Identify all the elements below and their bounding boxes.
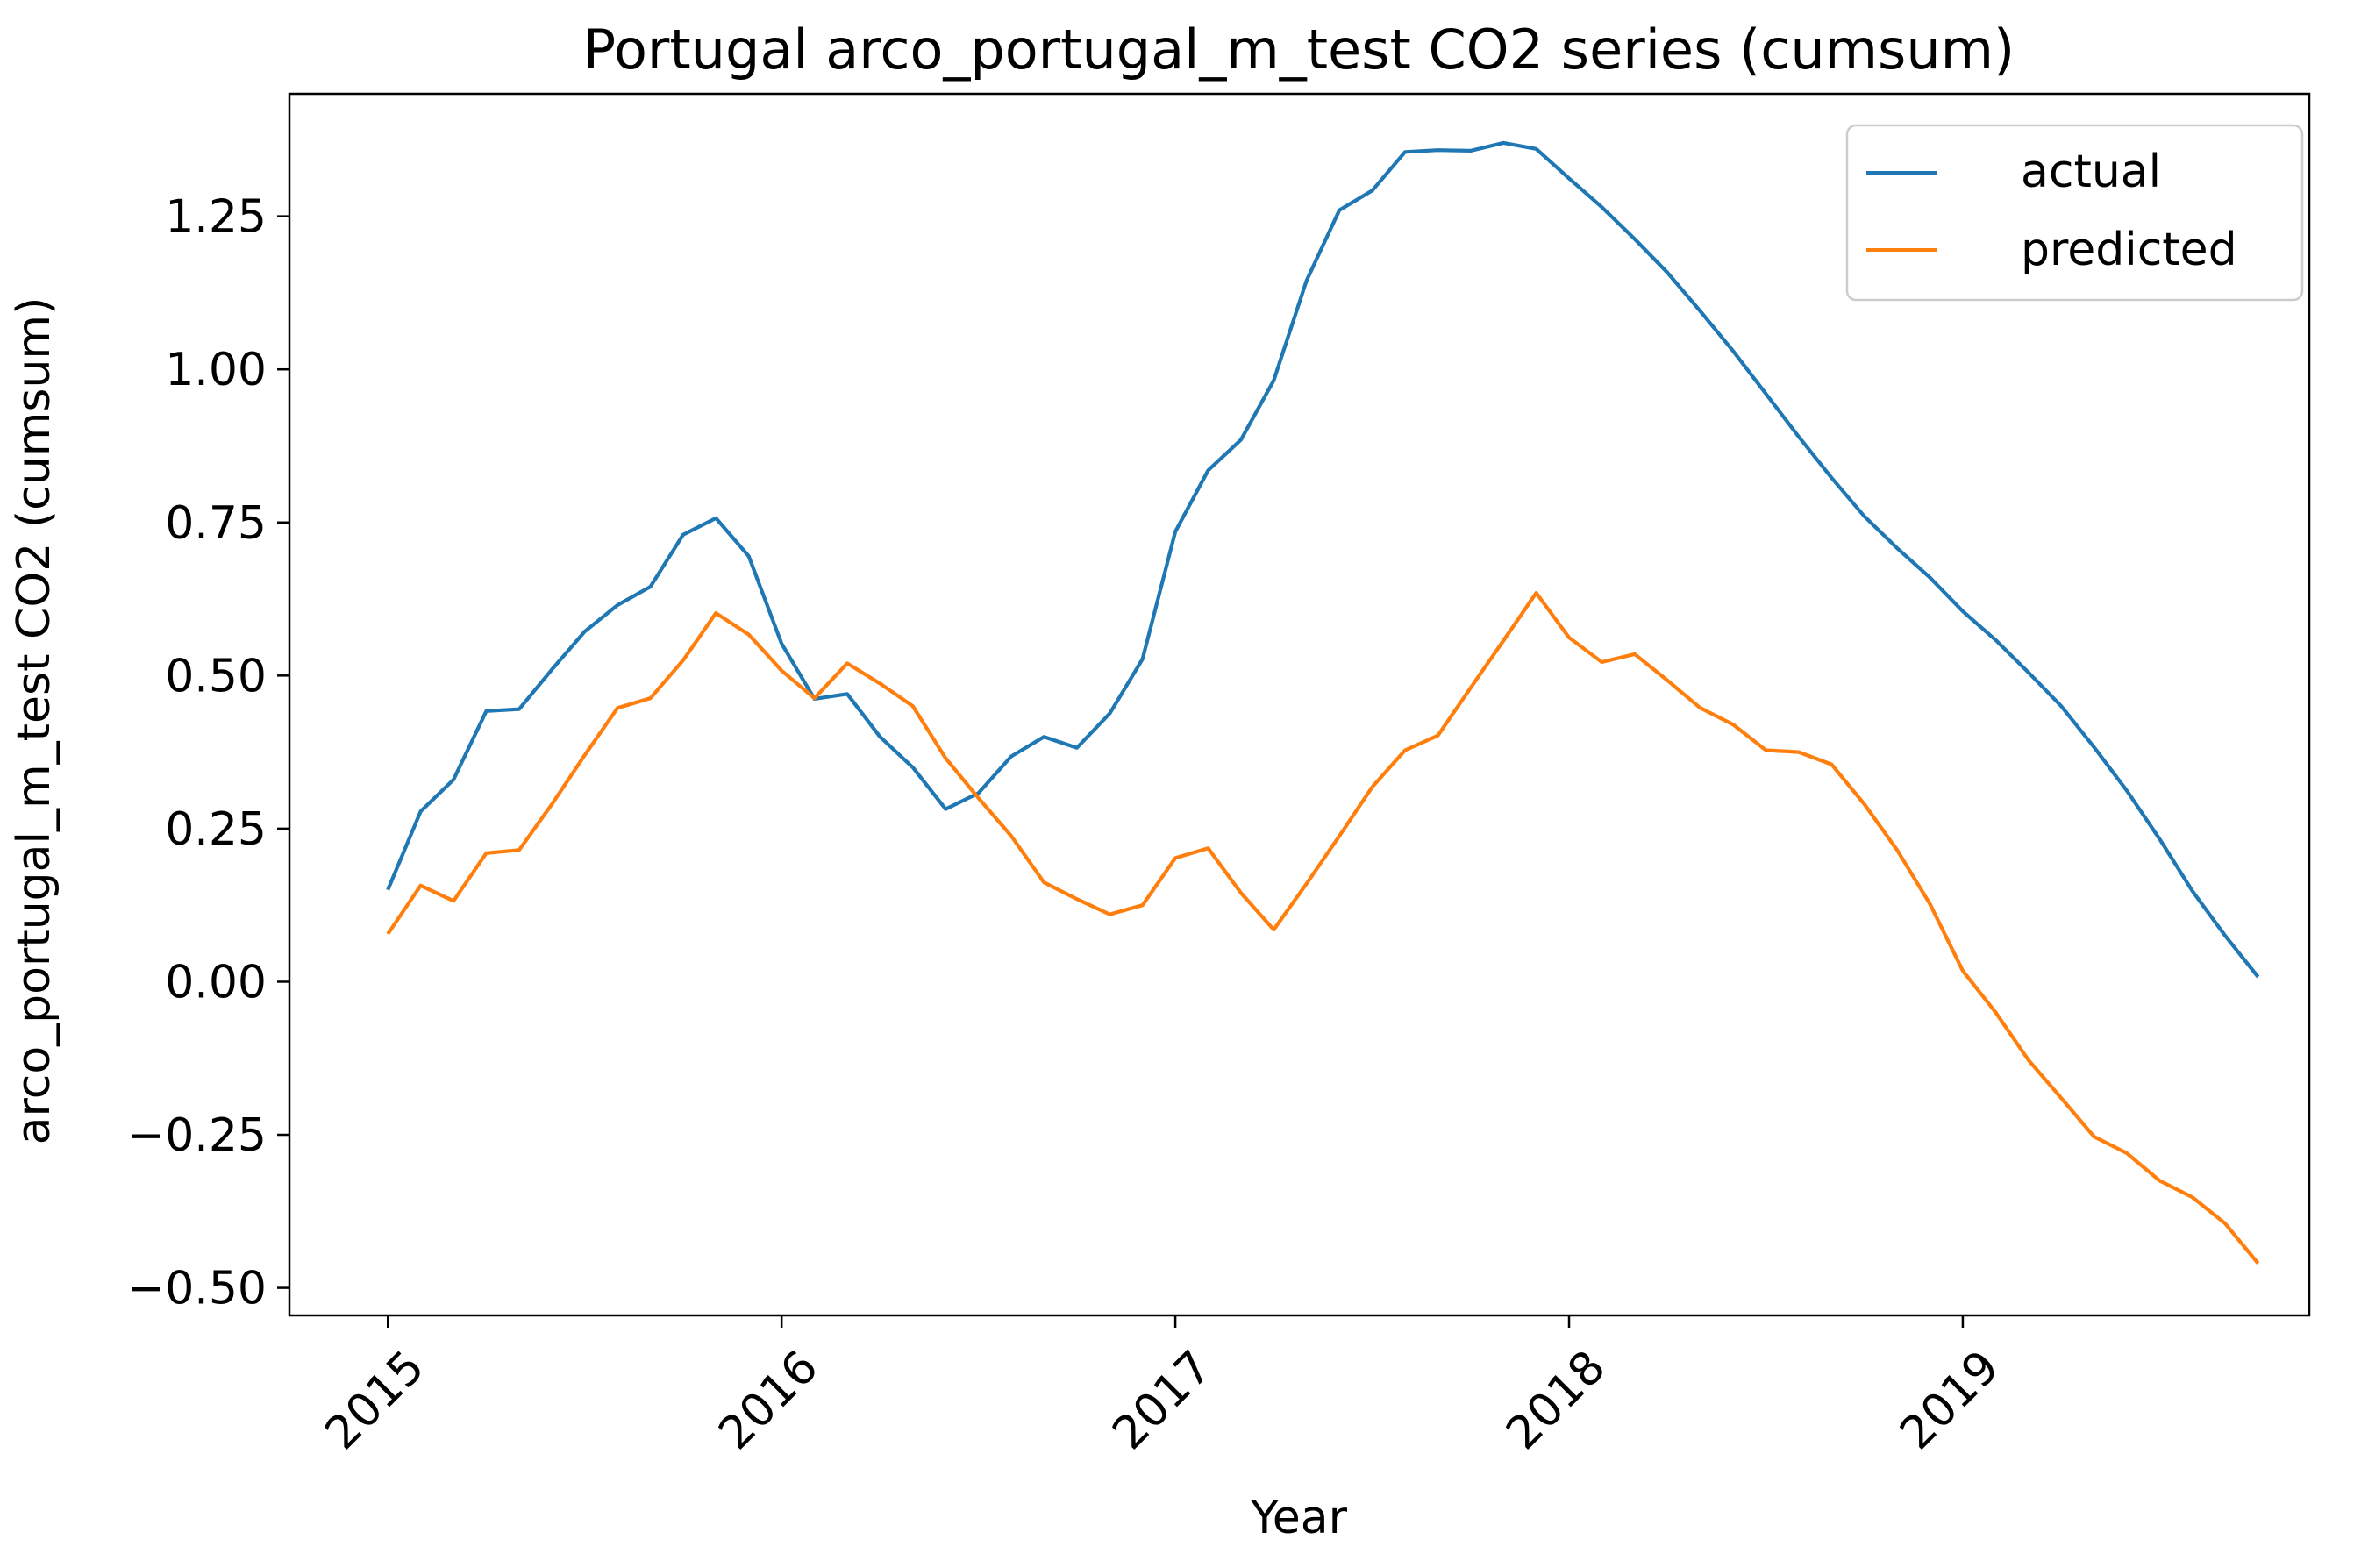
chart-title: Portugal arco_portugal_m_test CO2 series… xyxy=(583,18,2015,82)
y-axis: −0.50 −0.25 0.00 0.25 0.50 0.75 1.00 1.25 xyxy=(127,191,289,1315)
y-tick-label: 0.00 xyxy=(165,956,267,1009)
y-tick-label: 0.50 xyxy=(165,650,267,702)
y-tick-label: −0.50 xyxy=(127,1263,267,1315)
legend-label-actual: actual xyxy=(2021,146,2161,198)
x-axis-label: Year xyxy=(1250,1492,1348,1544)
plot-frame xyxy=(288,92,2311,1317)
y-tick-label: 0.75 xyxy=(165,497,267,550)
y-tick-label: 0.25 xyxy=(165,803,267,856)
y-tick-label: 1.25 xyxy=(165,191,267,244)
y-axis-label: arco_portugal_m_test CO2 (cumsum) xyxy=(8,297,61,1145)
y-tick-label: 1.00 xyxy=(165,344,267,396)
legend: actual predicted xyxy=(1845,124,2304,302)
legend-box xyxy=(1845,124,2304,302)
series-line-actual xyxy=(386,140,2260,979)
series-line-predicted xyxy=(386,590,2260,1265)
legend-label-predicted: predicted xyxy=(2021,224,2237,276)
series-layer xyxy=(386,140,2260,1265)
y-tick-label: −0.25 xyxy=(127,1109,267,1162)
